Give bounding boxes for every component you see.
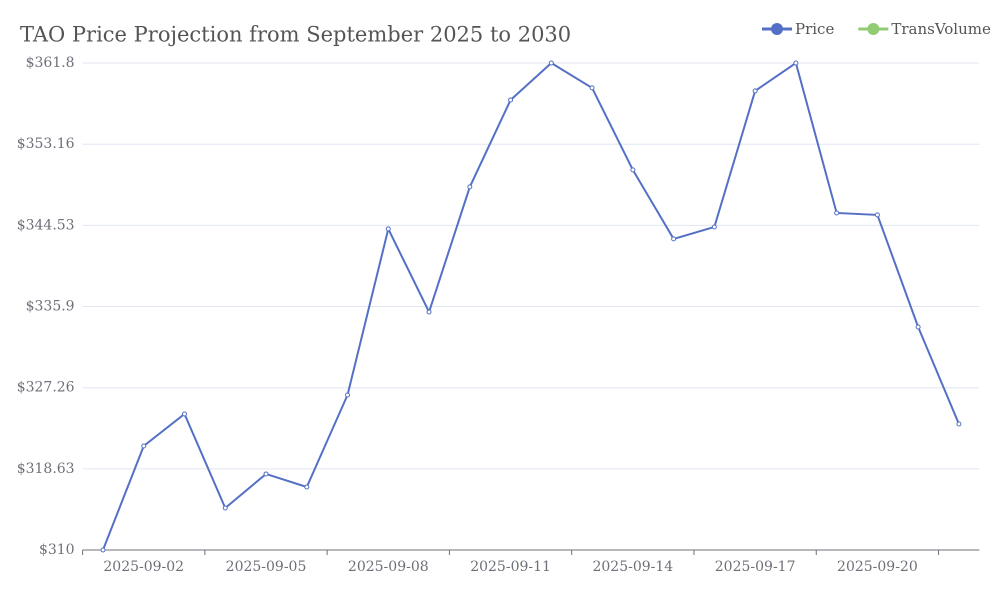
point [956,421,962,427]
x-tick-label: 2025-09-08 [348,559,429,575]
series-line [102,61,960,551]
y-tick-label: $353.16 [17,136,75,152]
point [752,88,758,94]
point [834,210,840,216]
y-tick-label: $310 [39,542,75,558]
point [630,167,636,173]
y-tick-label: $327.26 [17,380,75,396]
y-tick-label: $318.63 [17,461,75,477]
point [874,212,880,218]
point [426,309,432,315]
y-tick-label: $344.53 [17,217,75,233]
x-tick-label: 2025-09-20 [837,559,918,575]
x-tick-label: 2025-09-11 [470,559,551,575]
x-tick-label: 2025-09-05 [226,559,307,575]
point [385,226,391,232]
legend-dot [771,23,783,35]
point [100,547,106,553]
y-tick-label: $361.8 [26,55,75,71]
legend-label: TransVolume [891,20,991,38]
point [181,411,187,417]
point [222,505,228,511]
point [671,236,677,242]
point [548,60,554,66]
point [141,443,147,449]
x-tick-label: 2025-09-02 [103,559,184,575]
legend-dot [867,23,880,35]
x-tick-label: 2025-09-14 [592,559,673,575]
y-tick-label: $335.9 [26,299,75,315]
point [915,324,921,330]
legend-label: Price [795,20,834,38]
x-tick-label: 2025-09-17 [715,559,796,575]
point [304,484,310,490]
point [793,60,799,66]
point [263,471,269,477]
point [345,392,351,398]
chart-title: TAO Price Projection from September 2025… [20,23,571,47]
point [711,224,717,230]
point [467,184,473,190]
point [508,97,514,103]
point [589,85,595,91]
